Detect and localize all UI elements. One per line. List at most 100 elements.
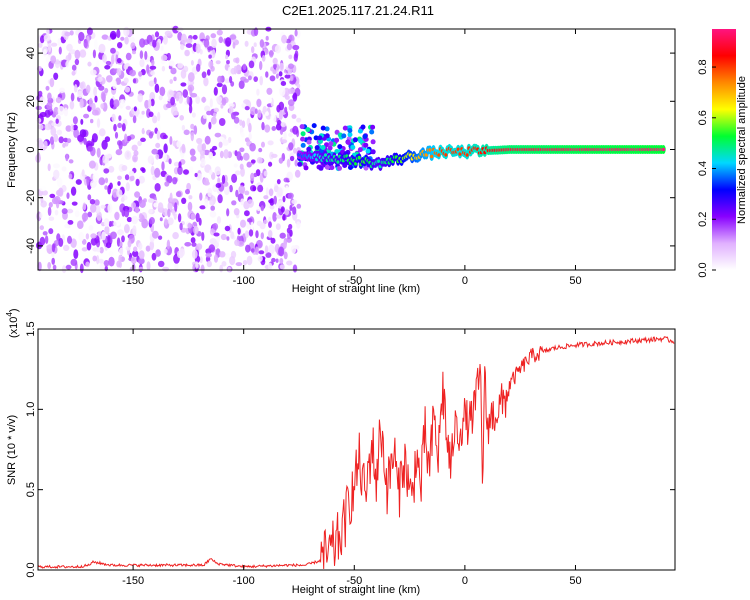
noise-blob [250,159,256,164]
noise-blob [215,60,221,65]
noise-blob [289,155,295,162]
noise-blob [253,27,259,36]
noise-blob [140,137,146,142]
x-tick-label: -50 [346,575,362,587]
noise-blob [264,245,269,254]
noise-blob [264,124,271,133]
noise-blob [190,123,195,130]
noise-blob [49,193,56,199]
noise-blob [83,137,87,145]
noise-blob [73,84,78,93]
noise-blob [55,118,59,124]
noise-blob [292,125,299,135]
noise-blob [147,155,155,164]
noise-blob [207,46,214,51]
noise-blob [155,142,161,149]
trace-core [357,155,361,160]
noise-blob [245,244,251,253]
noise-blob [182,89,188,98]
noise-blob [185,188,190,195]
noise-blob [118,140,123,150]
noise-blob [65,264,72,270]
noise-blob [126,135,132,142]
noise-blob [66,208,74,214]
noise-blob [212,223,219,230]
noise-blob [291,199,298,205]
noise-blob [91,109,99,116]
noise-blob [265,35,269,41]
noise-blob [70,186,77,196]
noise-blob [90,203,97,213]
noise-blob [248,60,255,69]
noise-blob [248,229,254,237]
noise-blob [263,219,268,224]
noise-blob [81,238,87,245]
noise-blob [237,227,241,235]
noise-blob [132,115,137,124]
noise-blob [243,78,249,83]
noise-blob [85,261,90,268]
noise-blob [191,242,197,247]
noise-blob [144,50,148,60]
noise-blob [247,75,252,81]
noise-blob [132,50,136,55]
y-tick-label: 20 [25,95,37,107]
cluster-blob [300,136,306,142]
noise-blob [65,60,69,68]
noise-blob [127,239,132,248]
noise-blob [233,124,240,129]
trace-core [661,147,666,152]
noise-blob [166,175,173,184]
cluster-blob [297,161,303,167]
noise-blob [187,222,192,229]
cluster-blob [357,128,363,134]
noise-blob [86,176,90,186]
noise-blob [105,242,112,249]
noise-blob [195,212,200,223]
noise-blob [63,107,69,117]
noise-blob [231,112,236,120]
noise-blob [130,42,136,49]
noise-blob [131,144,138,152]
noise-blob [210,65,215,72]
noise-blob [210,33,217,39]
noise-blob [233,208,240,216]
noise-blob [179,115,184,121]
noise-blob [269,49,274,58]
noise-blob [292,206,297,215]
noise-blob [208,244,215,253]
noise-blob [154,31,160,38]
noise-blob [66,43,73,52]
noise-blob [229,76,233,84]
noise-blob [160,54,168,62]
noise-blob [169,192,173,203]
noise-blob [174,202,178,212]
x-tick-label: 50 [569,275,581,287]
noise-blob [244,210,250,217]
noise-blob [131,215,138,225]
noise-blob [214,166,221,176]
noise-blob [38,124,44,130]
trace-core [444,153,448,157]
noise-blob [104,185,108,190]
noise-blob [169,79,173,84]
noise-blob [278,246,285,257]
noise-blob [49,136,55,145]
noise-blob [293,53,298,62]
noise-blob [221,84,228,95]
noise-blob [268,244,275,255]
noise-blob [257,184,264,193]
noise-blob [244,40,249,47]
noise-blob [244,190,250,196]
noise-blob [286,260,293,266]
noise-blob [222,139,229,146]
noise-blob [249,142,256,152]
noise-blob [195,261,199,269]
noise-blob [159,217,163,222]
noise-blob [138,71,143,77]
noise-blob [196,243,203,251]
noise-blob [53,169,60,180]
noise-blob [158,235,163,240]
noise-blob [104,225,110,235]
noise-blob [164,218,168,226]
